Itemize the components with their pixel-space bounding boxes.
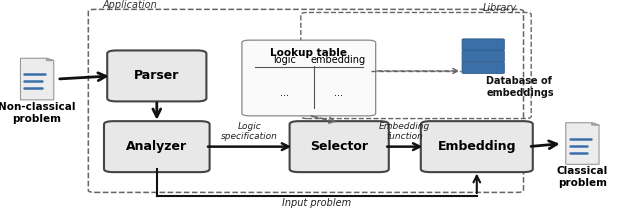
- FancyBboxPatch shape: [462, 62, 504, 73]
- Text: Database of
embeddings: Database of embeddings: [486, 76, 554, 98]
- Text: ...: ...: [333, 88, 343, 98]
- Polygon shape: [47, 58, 54, 61]
- Text: Input problem: Input problem: [282, 198, 351, 208]
- Text: logic: logic: [273, 55, 296, 65]
- Text: Selector: Selector: [310, 140, 368, 153]
- Text: Embedding: Embedding: [438, 140, 516, 153]
- FancyBboxPatch shape: [421, 121, 532, 172]
- Text: Classical
problem: Classical problem: [557, 166, 608, 188]
- Text: Lookup table: Lookup table: [270, 48, 348, 58]
- Text: Parser: Parser: [134, 69, 179, 82]
- FancyBboxPatch shape: [104, 121, 210, 172]
- FancyBboxPatch shape: [242, 40, 376, 116]
- FancyBboxPatch shape: [290, 121, 389, 172]
- Text: Library: Library: [483, 3, 517, 13]
- FancyBboxPatch shape: [462, 51, 504, 62]
- FancyBboxPatch shape: [107, 50, 206, 102]
- Polygon shape: [20, 58, 54, 100]
- Text: Analyzer: Analyzer: [126, 140, 188, 153]
- Text: Non-classical
problem: Non-classical problem: [0, 102, 76, 124]
- Polygon shape: [592, 123, 599, 125]
- Text: Embedding
function: Embedding function: [379, 122, 431, 141]
- Text: ...: ...: [280, 88, 289, 98]
- Polygon shape: [566, 123, 599, 164]
- Text: Application: Application: [102, 0, 157, 10]
- FancyBboxPatch shape: [462, 39, 504, 50]
- Text: embedding: embedding: [310, 55, 366, 65]
- Text: Logic
specification: Logic specification: [221, 122, 278, 141]
